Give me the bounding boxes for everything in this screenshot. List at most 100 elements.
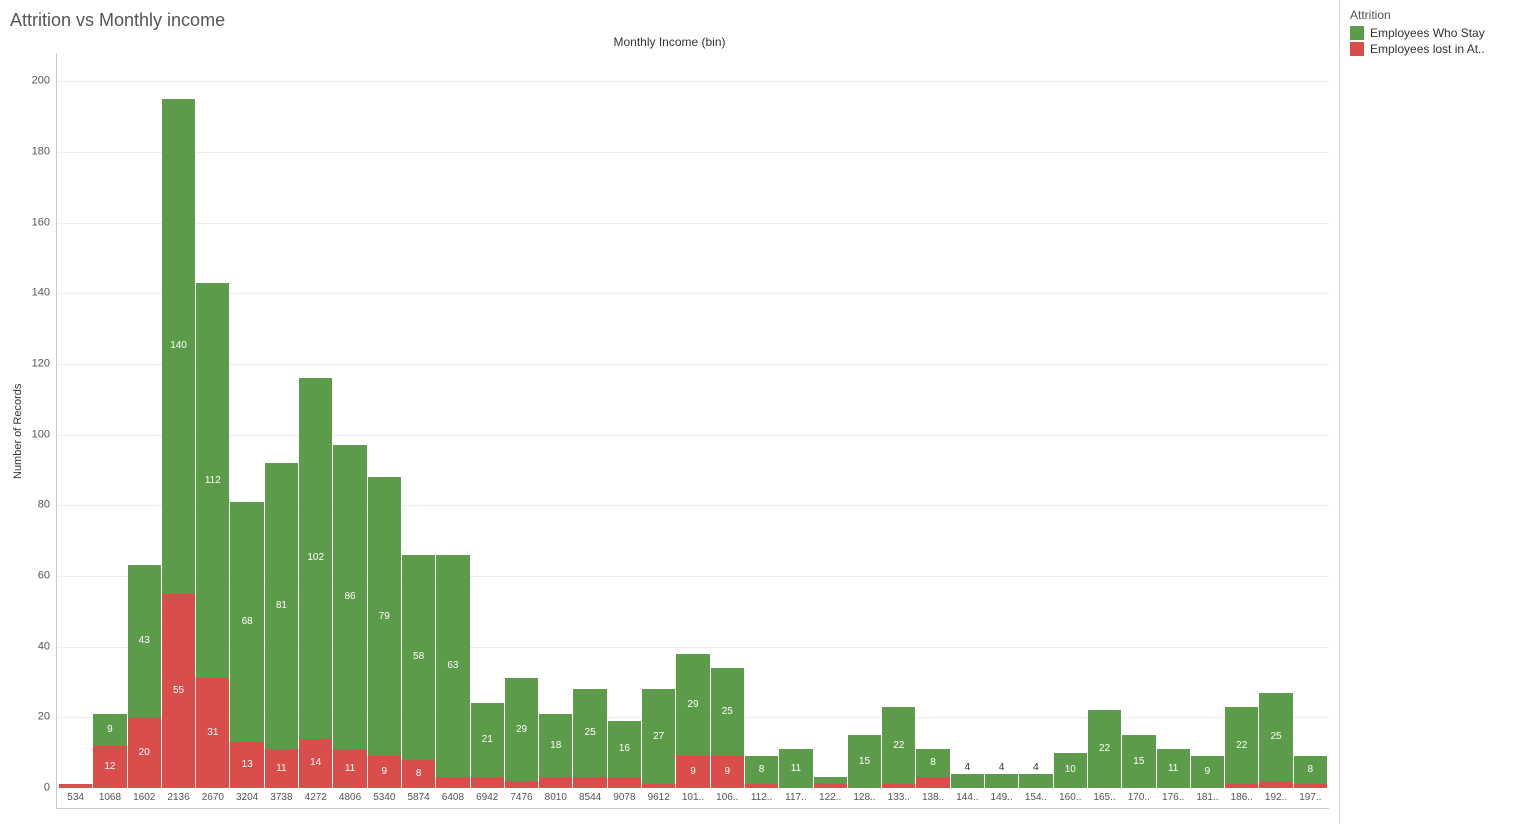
bar-segment-stay[interactable]: 16 bbox=[608, 721, 641, 778]
bar-segment-stay[interactable]: 11 bbox=[779, 749, 812, 788]
bar-segment-stay[interactable]: 15 bbox=[1122, 735, 1155, 788]
bar-segment-stay[interactable]: 29 bbox=[676, 654, 709, 756]
bar-column[interactable]: 588 bbox=[402, 53, 435, 788]
bar-segment-stay[interactable]: 8 bbox=[1294, 756, 1327, 784]
bar-segment-lost[interactable]: 11 bbox=[265, 749, 298, 788]
bar-segment-stay[interactable]: 29 bbox=[505, 678, 538, 780]
bar-column[interactable]: 8611 bbox=[333, 53, 366, 788]
bar-segment-stay[interactable]: 22 bbox=[1225, 707, 1258, 785]
bar-segment-stay[interactable]: 11 bbox=[1157, 749, 1190, 788]
bar-segment-stay[interactable]: 22 bbox=[882, 707, 915, 785]
bar-segment-lost[interactable] bbox=[1259, 781, 1292, 788]
bar-segment-stay[interactable]: 112 bbox=[196, 283, 229, 679]
bar-segment-lost[interactable] bbox=[505, 781, 538, 788]
bar-segment-lost[interactable]: 9 bbox=[711, 756, 744, 788]
bar-column[interactable]: 14055 bbox=[162, 53, 195, 788]
legend-item[interactable]: Employees lost in At.. bbox=[1350, 42, 1526, 56]
bar-segment-stay[interactable]: 4 bbox=[951, 774, 984, 788]
legend-item[interactable]: Employees Who Stay bbox=[1350, 26, 1526, 40]
bar-column[interactable]: 11 bbox=[1157, 53, 1190, 788]
bar-column[interactable]: 4 bbox=[951, 53, 984, 788]
bar-column[interactable]: 15 bbox=[848, 53, 881, 788]
bar-column[interactable]: 6813 bbox=[230, 53, 263, 788]
bar-segment-lost[interactable] bbox=[573, 777, 606, 788]
bar-column[interactable]: 16 bbox=[608, 53, 641, 788]
bar-column[interactable]: 15 bbox=[1122, 53, 1155, 788]
bar-segment-stay[interactable]: 15 bbox=[848, 735, 881, 788]
bar-column[interactable]: 8 bbox=[916, 53, 949, 788]
bar-segment-stay[interactable]: 68 bbox=[230, 502, 263, 742]
bar-segment-stay[interactable]: 102 bbox=[299, 378, 332, 738]
bar-segment-lost[interactable]: 14 bbox=[299, 739, 332, 788]
bar-segment-lost[interactable]: 9 bbox=[676, 756, 709, 788]
bar-segment-stay[interactable]: 25 bbox=[1259, 693, 1292, 781]
bar-segment-stay[interactable]: 86 bbox=[333, 445, 366, 749]
bar-column[interactable]: 22 bbox=[882, 53, 915, 788]
bar-column[interactable] bbox=[59, 53, 92, 788]
bar-column[interactable]: 10 bbox=[1054, 53, 1087, 788]
bar-column[interactable]: 299 bbox=[676, 53, 709, 788]
bar-segment-stay[interactable]: 79 bbox=[368, 477, 401, 756]
bar-column[interactable]: 22 bbox=[1225, 53, 1258, 788]
bar-segment-stay[interactable]: 9 bbox=[1191, 756, 1224, 788]
bar-column[interactable]: 11 bbox=[779, 53, 812, 788]
bar-segment-lost[interactable]: 20 bbox=[128, 717, 161, 788]
bar-column[interactable]: 4320 bbox=[128, 53, 161, 788]
bar-column[interactable]: 27 bbox=[642, 53, 675, 788]
bar-column[interactable]: 63 bbox=[436, 53, 469, 788]
bar-column[interactable]: 259 bbox=[711, 53, 744, 788]
bar-column[interactable]: 9 bbox=[1191, 53, 1224, 788]
bar-segment-stay[interactable]: 8 bbox=[916, 749, 949, 777]
bar-value-label: 8 bbox=[1308, 765, 1314, 775]
bar-column[interactable]: 25 bbox=[1259, 53, 1292, 788]
bar-segment-stay[interactable]: 4 bbox=[985, 774, 1018, 788]
bar-column[interactable] bbox=[814, 53, 847, 788]
bar-column[interactable]: 8111 bbox=[265, 53, 298, 788]
bar-column[interactable]: 22 bbox=[1088, 53, 1121, 788]
bar-segment-stay[interactable]: 18 bbox=[539, 714, 572, 778]
legend-label: Employees Who Stay bbox=[1370, 26, 1485, 40]
bar-segment-lost[interactable]: 8 bbox=[402, 760, 435, 788]
bar-column[interactable]: 21 bbox=[471, 53, 504, 788]
bar-segment-stay[interactable]: 140 bbox=[162, 99, 195, 594]
bar-segment-stay[interactable]: 21 bbox=[471, 703, 504, 777]
bar-segment-lost[interactable]: 11 bbox=[333, 749, 366, 788]
bar-segment-stay[interactable]: 63 bbox=[436, 555, 469, 778]
bar-segment-stay[interactable]: 27 bbox=[642, 689, 675, 784]
bar-segment-lost[interactable]: 9 bbox=[368, 756, 401, 788]
bar-segment-lost[interactable]: 12 bbox=[93, 746, 126, 788]
bar-segment-lost[interactable]: 31 bbox=[196, 678, 229, 788]
bar-segment-stay[interactable]: 81 bbox=[265, 463, 298, 749]
bar-segment-stay[interactable]: 58 bbox=[402, 555, 435, 760]
bar-segment-stay[interactable]: 8 bbox=[745, 756, 778, 784]
bar-segment-stay[interactable]: 22 bbox=[1088, 710, 1121, 788]
bar-value-label: 16 bbox=[619, 744, 630, 754]
x-tick: 186.. bbox=[1225, 788, 1258, 808]
bar-column[interactable]: 8 bbox=[745, 53, 778, 788]
bar-segment-lost[interactable] bbox=[539, 777, 572, 788]
bar-segment-stay[interactable]: 25 bbox=[711, 668, 744, 756]
bar-segment-lost[interactable] bbox=[471, 777, 504, 788]
bar-segment-stay[interactable]: 4 bbox=[1019, 774, 1052, 788]
bar-segment-stay[interactable]: 9 bbox=[93, 714, 126, 746]
bar-segment-lost[interactable] bbox=[608, 777, 641, 788]
bar-column[interactable]: 8 bbox=[1294, 53, 1327, 788]
bar-segment-stay[interactable] bbox=[814, 777, 847, 784]
bar-column[interactable]: 29 bbox=[505, 53, 538, 788]
bar-column[interactable]: 4 bbox=[1019, 53, 1052, 788]
bar-segment-lost[interactable] bbox=[436, 777, 469, 788]
bar-column[interactable]: 4 bbox=[985, 53, 1018, 788]
bar-segment-stay[interactable]: 25 bbox=[573, 689, 606, 777]
bar-column[interactable]: 11231 bbox=[196, 53, 229, 788]
bar-column[interactable]: 799 bbox=[368, 53, 401, 788]
bar-value-label: 29 bbox=[516, 725, 527, 735]
bar-segment-stay[interactable]: 10 bbox=[1054, 753, 1087, 788]
bar-segment-lost[interactable] bbox=[916, 777, 949, 788]
bar-segment-stay[interactable]: 43 bbox=[128, 565, 161, 717]
bar-column[interactable]: 18 bbox=[539, 53, 572, 788]
bar-segment-lost[interactable]: 13 bbox=[230, 742, 263, 788]
bar-column[interactable]: 10214 bbox=[299, 53, 332, 788]
bar-column[interactable]: 25 bbox=[573, 53, 606, 788]
bar-segment-lost[interactable]: 55 bbox=[162, 594, 195, 788]
bar-column[interactable]: 912 bbox=[93, 53, 126, 788]
